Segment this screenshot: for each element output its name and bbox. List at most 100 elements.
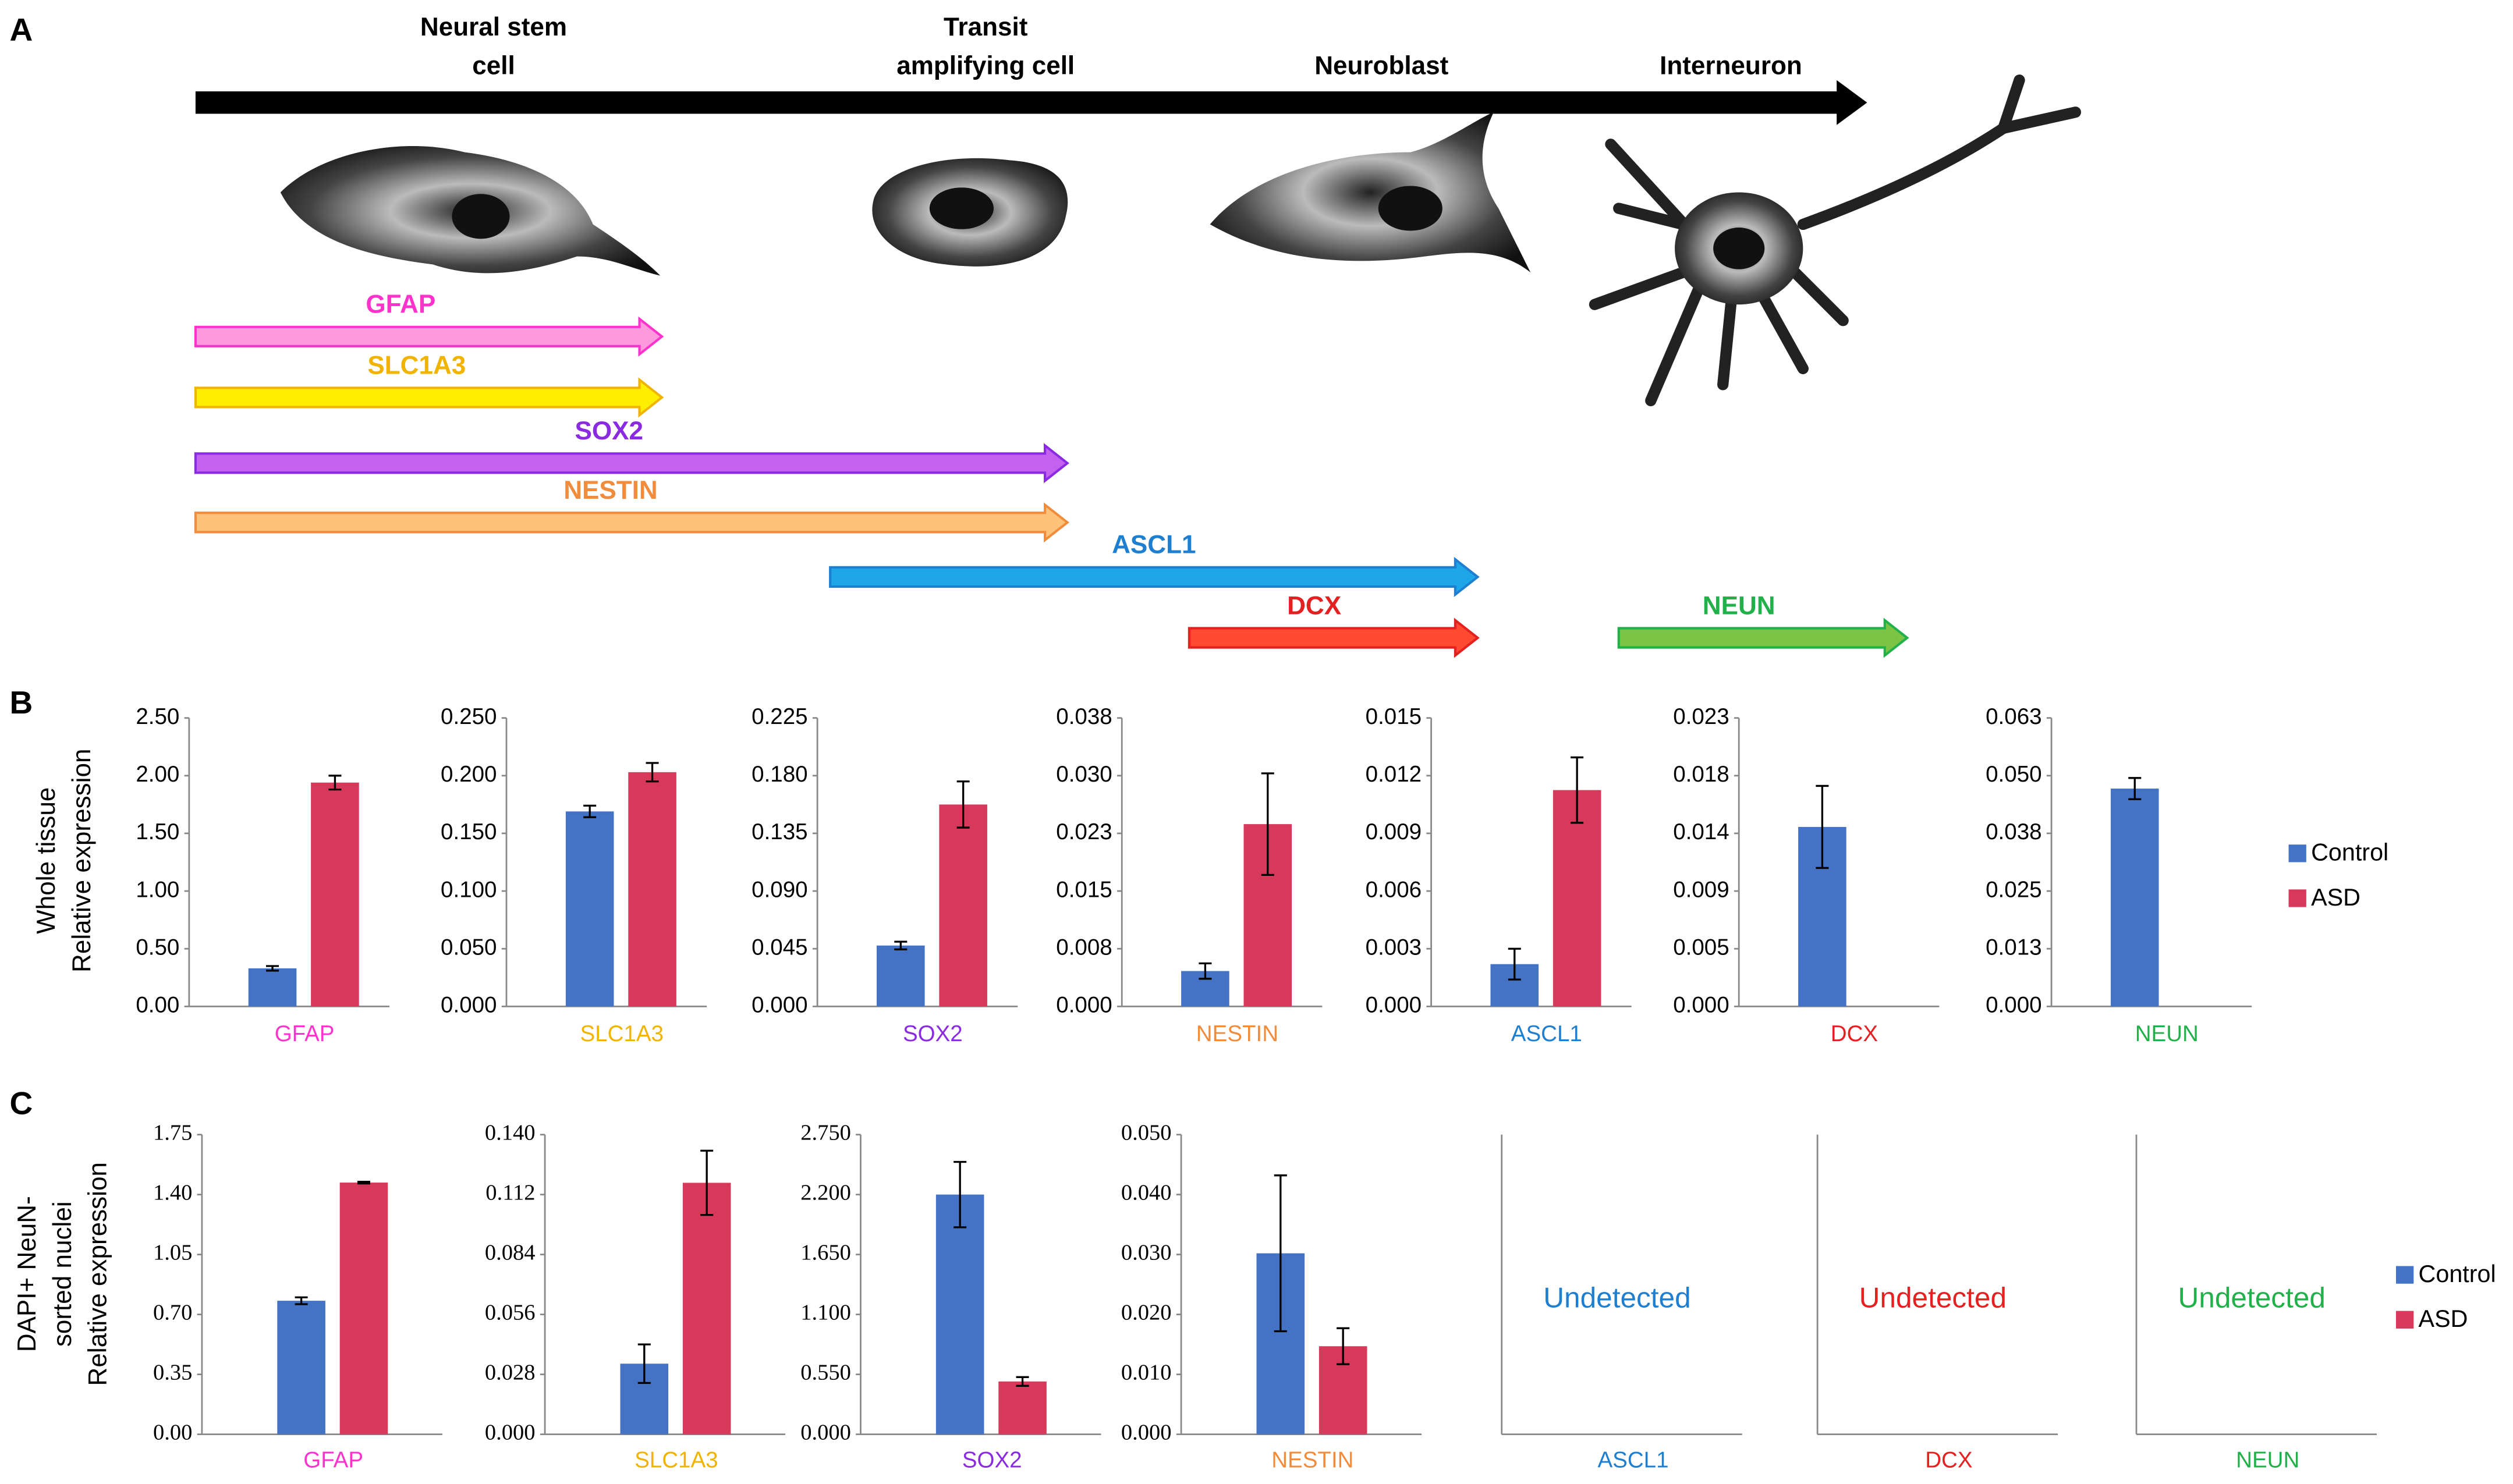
bar bbox=[628, 772, 676, 1007]
legend-label: ASD bbox=[2311, 884, 2360, 911]
y-tick-label: 0.000 bbox=[1121, 1420, 1172, 1444]
y-tick-label: 0.012 bbox=[1366, 762, 1422, 787]
y-tick-label: 0.250 bbox=[441, 704, 497, 729]
bar bbox=[565, 811, 614, 1007]
legend-label: ASD bbox=[2419, 1305, 2468, 1332]
x-tick-label: SLC1A3 bbox=[580, 1021, 664, 1046]
y-tick-label: 0.000 bbox=[1366, 993, 1422, 1018]
y-tick-label: 0.140 bbox=[485, 1121, 536, 1145]
bar bbox=[1553, 790, 1601, 1007]
x-tick-label: SOX2 bbox=[962, 1448, 1022, 1473]
stage-label: Interneuron bbox=[1660, 51, 1802, 80]
x-tick-label: NEUN bbox=[2236, 1448, 2299, 1473]
legend-label: Control bbox=[2419, 1261, 2496, 1287]
y-tick-label: 0.000 bbox=[1056, 993, 1112, 1018]
annotation: Undetected bbox=[1543, 1281, 1690, 1313]
y-tick-label: 0.020 bbox=[1121, 1300, 1172, 1325]
y-axis-label: Whole tissue bbox=[32, 787, 61, 934]
x-tick-label: NEUN bbox=[2135, 1021, 2199, 1046]
y-tick-label: 0.014 bbox=[1673, 819, 1729, 844]
marker-label: ASCL1 bbox=[1112, 531, 1196, 559]
y-tick-label: 0.038 bbox=[1056, 704, 1112, 729]
marker-arrow bbox=[194, 377, 664, 418]
y-tick-label: 0.150 bbox=[441, 819, 497, 844]
y-tick-label: 2.200 bbox=[800, 1181, 851, 1205]
marker-label: SLC1A3 bbox=[367, 351, 466, 379]
y-tick-label: 0.030 bbox=[1121, 1241, 1172, 1265]
y-tick-label: 1.40 bbox=[153, 1181, 192, 1205]
bar bbox=[682, 1183, 731, 1435]
y-tick-label: 0.023 bbox=[1673, 704, 1729, 729]
x-tick-label: SOX2 bbox=[903, 1021, 963, 1046]
marker-label: NEUN bbox=[1703, 591, 1775, 620]
bar bbox=[939, 804, 987, 1007]
y-tick-label: 1.50 bbox=[136, 819, 179, 844]
x-tick-label: DCX bbox=[1925, 1448, 1972, 1473]
y-tick-label: 0.180 bbox=[752, 762, 807, 787]
y-axis-label: Relative expression bbox=[83, 1162, 112, 1386]
marker-label: DCX bbox=[1287, 591, 1341, 620]
y-tick-label: 1.00 bbox=[136, 877, 179, 902]
y-tick-label: 0.009 bbox=[1366, 819, 1422, 844]
stage-label: Neuroblast bbox=[1314, 51, 1448, 80]
y-tick-label: 0.550 bbox=[800, 1360, 851, 1384]
marker-label: NESTIN bbox=[563, 476, 658, 505]
y-tick-label: 0.000 bbox=[800, 1420, 851, 1444]
y-tick-label: 2.50 bbox=[136, 704, 179, 729]
y-tick-label: 0.045 bbox=[752, 935, 807, 960]
y-tick-label: 0.35 bbox=[153, 1360, 192, 1384]
marker-arrow bbox=[829, 556, 1480, 597]
bar bbox=[935, 1194, 984, 1435]
y-tick-label: 1.05 bbox=[153, 1241, 192, 1265]
marker-arrow bbox=[1617, 617, 1909, 658]
x-tick-label: ASCL1 bbox=[1597, 1448, 1668, 1473]
annotation: Undetected bbox=[2178, 1281, 2326, 1313]
y-tick-label: 0.112 bbox=[485, 1181, 535, 1205]
panel-label: B bbox=[10, 684, 33, 720]
marker-arrow bbox=[1188, 617, 1480, 658]
y-tick-label: 0.013 bbox=[1986, 935, 2041, 960]
y-tick-label: 0.050 bbox=[1121, 1121, 1172, 1145]
y-tick-label: 0.000 bbox=[752, 993, 807, 1018]
bar bbox=[876, 945, 925, 1007]
y-tick-label: 1.650 bbox=[800, 1241, 851, 1265]
y-tick-label: 0.70 bbox=[153, 1300, 192, 1325]
bar bbox=[311, 782, 359, 1007]
y-tick-label: 1.100 bbox=[800, 1300, 851, 1325]
x-tick-label: GFAP bbox=[275, 1021, 335, 1046]
x-tick-label: NESTIN bbox=[1271, 1448, 1353, 1473]
y-tick-label: 0.040 bbox=[1121, 1181, 1172, 1205]
annotation: Undetected bbox=[1859, 1281, 2007, 1313]
y-axis-label: Relative expression bbox=[68, 749, 96, 972]
y-tick-label: 0.028 bbox=[485, 1360, 536, 1384]
y-tick-label: 0.006 bbox=[1366, 877, 1422, 902]
y-tick-label: 0.050 bbox=[1986, 762, 2041, 787]
y-tick-label: 2.750 bbox=[800, 1121, 851, 1145]
y-axis-label: sorted nuclei bbox=[48, 1201, 77, 1347]
y-tick-label: 0.030 bbox=[1056, 762, 1112, 787]
marker-arrow bbox=[194, 443, 1069, 484]
y-tick-label: 0.000 bbox=[1986, 993, 2041, 1018]
y-tick-label: 0.010 bbox=[1121, 1360, 1172, 1384]
y-axis-label: DAPI+ NeuN- bbox=[13, 1196, 41, 1352]
y-tick-label: 0.000 bbox=[1673, 993, 1729, 1018]
x-tick-label: GFAP bbox=[303, 1448, 363, 1473]
x-tick-label: NESTIN bbox=[1196, 1021, 1278, 1046]
marker-arrow bbox=[194, 502, 1069, 543]
marker-arrow bbox=[194, 316, 664, 357]
interneuron-image bbox=[1589, 74, 2082, 407]
bar bbox=[339, 1183, 388, 1435]
panel-label: C bbox=[10, 1085, 33, 1121]
bar bbox=[998, 1381, 1047, 1435]
legend-label: Control bbox=[2311, 839, 2388, 866]
transit-cell-image bbox=[872, 158, 1068, 267]
y-tick-label: 0.023 bbox=[1056, 819, 1112, 844]
legend-swatch bbox=[2288, 844, 2306, 862]
y-tick-label: 0.000 bbox=[441, 993, 497, 1018]
y-tick-label: 0.005 bbox=[1673, 935, 1729, 960]
y-tick-label: 0.200 bbox=[441, 762, 497, 787]
stage-label: cell bbox=[472, 51, 515, 80]
y-tick-label: 0.100 bbox=[441, 877, 497, 902]
